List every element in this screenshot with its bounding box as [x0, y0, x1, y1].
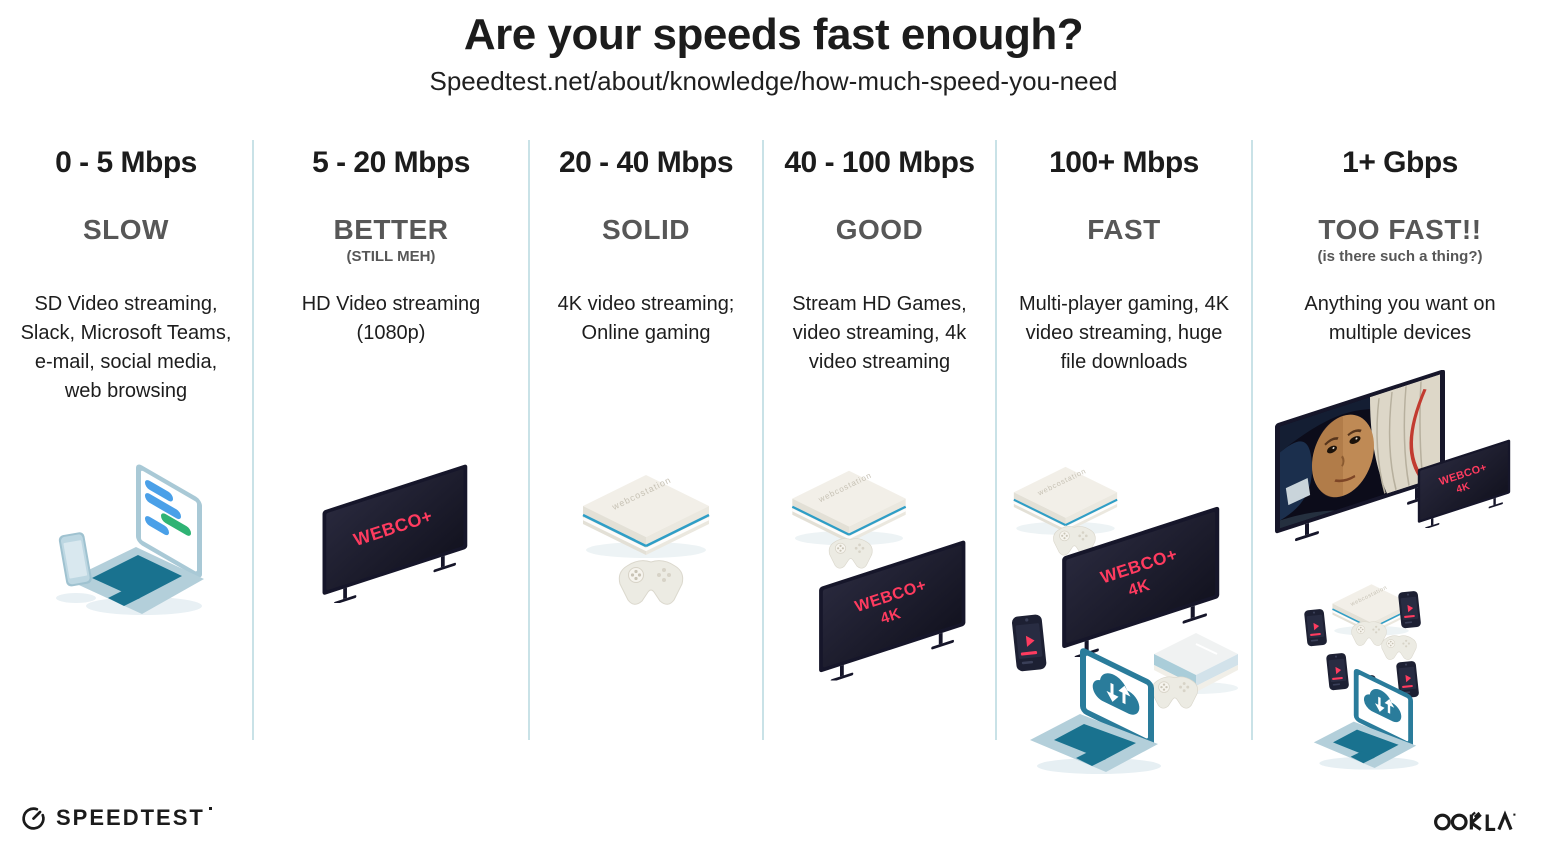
- speed-range: 100+ Mbps: [1049, 146, 1199, 179]
- laptop-and-phone-illustration: [56, 464, 204, 615]
- speed-columns: 0 - 5 Mbps SLOW SD Video streaming, Slac…: [0, 140, 1547, 774]
- tier-note: (is there such a thing?): [1317, 248, 1483, 265]
- movie-tv: [1275, 370, 1445, 542]
- speed-range: 5 - 20 Mbps: [312, 146, 470, 179]
- column-better: 5 - 20 Mbps BETTER (STILL MEH) HD Video …: [254, 140, 530, 740]
- speed-range: 1+ Gbps: [1342, 146, 1458, 179]
- speed-range: 20 - 40 Mbps: [558, 146, 734, 179]
- game-controller-2: [1381, 635, 1417, 660]
- chat-bubble-blue: [145, 493, 181, 520]
- speedtest-wordmark: SPEEDTEST: [56, 804, 205, 830]
- speedtest-logo: SPEEDTEST: [20, 804, 212, 831]
- laptop-cloud-download: [1030, 646, 1161, 774]
- game-controller: [618, 560, 684, 605]
- tier-label: BETTER: [333, 214, 449, 245]
- game-controller-2: [1151, 676, 1198, 709]
- tier-label: GOOD: [835, 214, 924, 245]
- tier-label: SLOW: [83, 214, 169, 245]
- tier-label: TOO FAST!!: [1318, 214, 1482, 245]
- trademark-mark: [208, 807, 212, 810]
- page-title: Are your speeds fast enough?: [463, 10, 1084, 59]
- tier-description: Multi-player gaming, 4K video streaming,…: [1018, 293, 1230, 373]
- laptop-chat-screen: [136, 464, 202, 578]
- phone-video: [1011, 613, 1047, 672]
- tier-description: Anything you want on multiple devices: [1304, 293, 1496, 344]
- console-and-4k-tv-illustration: WEBCO+ 4K: [790, 469, 965, 681]
- phone: [58, 532, 92, 587]
- ookla-logo: [1430, 808, 1523, 841]
- header: Are your speeds fast enough? Speedtest.n…: [0, 0, 1547, 97]
- column-solid: 20 - 40 Mbps SOLID 4K video streaming; O…: [530, 140, 764, 740]
- tier-description: 4K video streaming; Online gaming: [557, 293, 735, 344]
- phone-video: [1397, 590, 1422, 629]
- tv-4k: WEBCO+ 4K: [1062, 506, 1220, 657]
- tier-description: SD Video streaming, Slack, Microsoft Tea…: [20, 293, 232, 402]
- console-controller-illustration: [581, 473, 711, 605]
- everything-illustration: WEBCO+ 4K: [1275, 370, 1511, 770]
- tv-4k-label: 4K: [1126, 576, 1152, 600]
- chat-bubble-blue: [145, 516, 169, 536]
- subtitle-url[interactable]: Speedtest.net/about/knowledge/how-much-s…: [429, 66, 1118, 97]
- tier-description: HD Video streaming (1080p): [301, 293, 481, 344]
- phone-video: [1325, 652, 1350, 691]
- ookla-wordmark: [1434, 810, 1516, 832]
- multi-device-illustration: WEBCO+ 4K: [1011, 464, 1239, 774]
- tv: WEBCO+: [322, 463, 468, 604]
- tier-description: Stream HD Games, video streaming, 4k vid…: [792, 293, 967, 373]
- column-too-fast: 1+ Gbps TOO FAST!! (is there such a thin…: [1253, 140, 1547, 770]
- tv-4k-label: 4K: [878, 605, 903, 627]
- astronaut-movie-still: [1280, 374, 1440, 529]
- chat-bubble-blue: [145, 480, 173, 502]
- tv-4k: WEBCO+ 4K: [818, 539, 965, 681]
- speed-range: 0 - 5 Mbps: [55, 146, 197, 179]
- chat-bubble-green: [161, 513, 191, 536]
- game-controller: [828, 538, 873, 569]
- tv-4k: WEBCO+ 4K: [1417, 439, 1511, 529]
- tv-4k-label: 4K: [1455, 481, 1472, 496]
- game-controller: [1351, 621, 1387, 646]
- column-slow: 0 - 5 Mbps SLOW SD Video streaming, Slac…: [0, 140, 254, 740]
- tier-label: SOLID: [601, 214, 691, 245]
- laptop-base: [68, 547, 204, 614]
- game-console: [1012, 464, 1119, 537]
- game-console: [581, 473, 711, 560]
- speedtest-gauge-icon: [22, 807, 45, 830]
- speed-range: 40 - 100 Mbps: [784, 146, 975, 179]
- phone-video: [1303, 608, 1328, 647]
- column-fast: 100+ Mbps FAST Multi-player gaming, 4K v…: [997, 140, 1253, 774]
- game-console: [790, 469, 907, 547]
- column-good: 40 - 100 Mbps GOOD Stream HD Games, vide…: [764, 140, 997, 740]
- webco-tv-illustration: WEBCO+: [322, 463, 468, 604]
- tier-note: (STILL MEH): [346, 248, 436, 265]
- tier-label: FAST: [1087, 214, 1161, 245]
